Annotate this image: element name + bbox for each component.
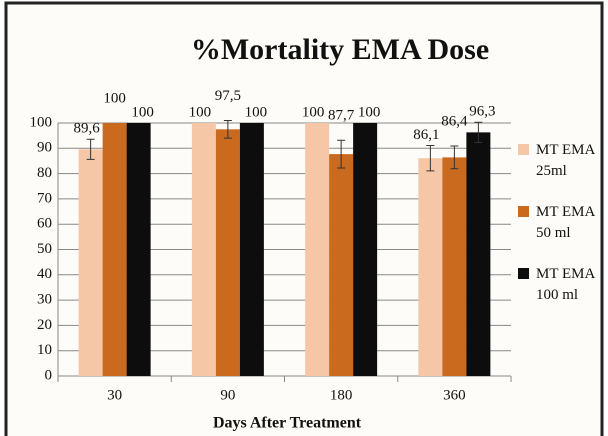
- legend-label: MT EMA 25ml: [536, 142, 595, 179]
- chart-title: %Mortality EMA Dose: [191, 33, 489, 66]
- data-label: 89,6: [74, 121, 101, 137]
- bar: [305, 123, 330, 376]
- bar: [442, 157, 467, 376]
- legend-item: MT EMA 100 ml: [518, 264, 606, 306]
- error-bar: [426, 145, 435, 172]
- error-bar: [86, 138, 95, 160]
- data-label: 100: [302, 104, 325, 120]
- legend-swatch: [518, 206, 529, 217]
- y-tick-label: 20: [37, 317, 52, 333]
- bar: [126, 123, 151, 376]
- y-tick-label: 80: [37, 165, 52, 181]
- x-tick-label: 360: [443, 387, 466, 403]
- bar: [239, 123, 264, 376]
- bar: [418, 158, 443, 376]
- bar: [78, 149, 103, 376]
- legend-item: MT EMA 50 ml: [518, 202, 606, 244]
- bar: [102, 123, 127, 376]
- data-label: 100: [245, 104, 268, 120]
- bar: [466, 132, 491, 376]
- x-tick-label: 30: [107, 387, 122, 403]
- legend-swatch: [518, 268, 529, 279]
- error-bar: [337, 139, 346, 169]
- y-tick-label: 70: [37, 190, 52, 206]
- data-label: 86,1: [413, 127, 439, 143]
- y-tick-label: 30: [37, 292, 52, 308]
- y-tick-label: 50: [37, 241, 52, 257]
- bar: [191, 123, 216, 376]
- y-tick-label: 40: [37, 266, 52, 282]
- data-label: 96,3: [469, 104, 495, 120]
- x-axis-title: Days After Treatment: [213, 415, 362, 432]
- x-tick-label: 180: [330, 387, 353, 403]
- y-tick-label: 90: [37, 140, 52, 156]
- legend-label: MT EMA 100 ml: [536, 266, 595, 303]
- legend-item: MT EMA 25ml: [518, 140, 606, 182]
- x-tick-label: 90: [220, 387, 235, 403]
- bar: [215, 129, 240, 376]
- error-bar: [450, 145, 459, 170]
- legend-swatch: [518, 144, 529, 155]
- data-label: 87,7: [328, 108, 355, 124]
- y-tick-label: 60: [37, 216, 52, 232]
- y-tick-label: 10: [37, 342, 52, 358]
- error-bar: [223, 119, 232, 139]
- y-tick-label: 0: [45, 367, 53, 383]
- data-label: 100: [103, 90, 126, 106]
- error-bar: [474, 121, 483, 143]
- data-label: 100: [189, 104, 212, 120]
- data-label: 100: [358, 104, 381, 120]
- data-label: 100: [131, 104, 154, 120]
- y-tick-label: 100: [30, 114, 53, 130]
- data-label: 97,5: [215, 88, 241, 104]
- legend: MT EMA 25ml MT EMA 50 ml MT EMA 100 ml: [518, 140, 606, 326]
- legend-label: MT EMA 50 ml: [536, 204, 595, 241]
- bar: [329, 154, 354, 376]
- bar: [353, 123, 378, 376]
- data-label: 86,4: [441, 113, 468, 129]
